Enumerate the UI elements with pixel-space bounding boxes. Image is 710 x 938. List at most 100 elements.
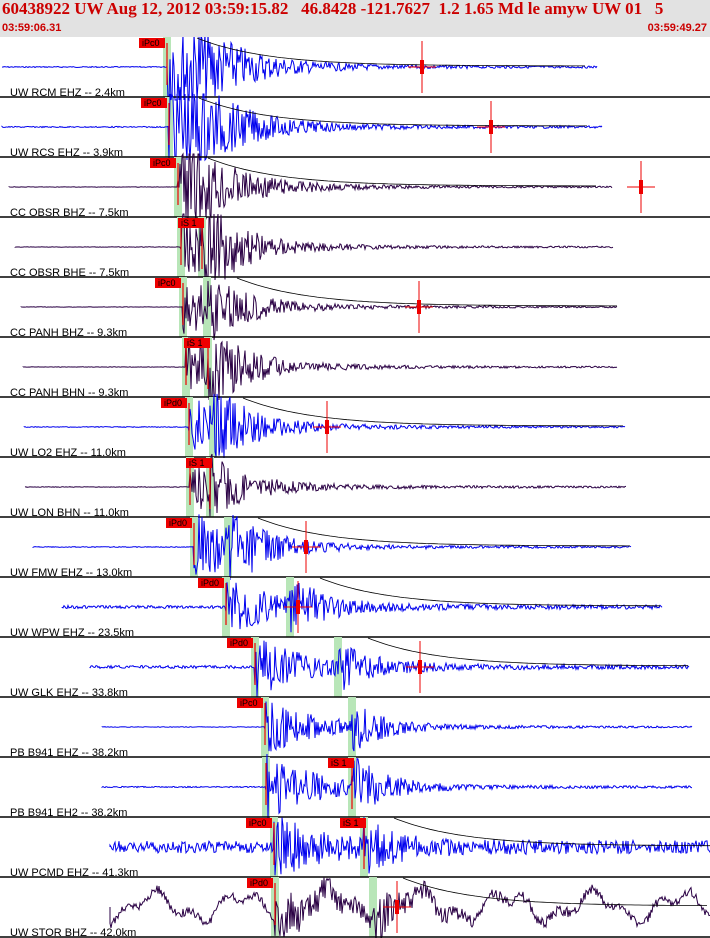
trace-row: iS 1 CC PANH BHN -- 9.3km [0, 336, 710, 402]
p-pick-label: iPd0 [201, 578, 219, 588]
trace-row: iPd0 UW GLK EHZ -- 33.8km [0, 637, 710, 699]
trace-row: iPd0 UW WPW EHZ -- 23.5km [0, 577, 710, 639]
s-window [209, 397, 217, 457]
p-pick-tag [237, 698, 263, 708]
p-pick-tag [141, 98, 167, 108]
station-label: UW RCM EHZ -- 2.4km [10, 87, 125, 99]
coda-marker-box [639, 180, 643, 194]
p-pick-label: iPd0 [164, 398, 182, 408]
p-pick-tag [247, 878, 273, 888]
coda-curve [196, 37, 585, 67]
p-pick-tag [246, 818, 272, 828]
station-label: UW FMW EHZ -- 13.0km [10, 567, 132, 579]
waveform [32, 514, 632, 581]
p-pick-label: iPc0 [249, 818, 267, 828]
coda-curve [207, 157, 596, 187]
coda-marker-box [325, 420, 329, 434]
s-window [224, 517, 232, 577]
p-pick-label: iPc0 [142, 38, 160, 48]
waveform [109, 877, 710, 938]
p-pick-label: iPc0 [153, 158, 171, 168]
p-pick-tag [198, 578, 224, 588]
s-pick-tag [186, 458, 212, 468]
s-pick-tag [178, 218, 204, 228]
p-pick-label: iPc0 [158, 278, 176, 288]
coda-curve [236, 277, 617, 307]
coda-marker-box [304, 540, 308, 554]
trace-row: iPc0 UW RCS EHZ -- 3.9km [0, 93, 710, 162]
coda-curve [198, 97, 587, 127]
station-label: CC PANH BHZ -- 9.3km [10, 327, 127, 339]
waveform [89, 640, 690, 698]
p-pick-tag [161, 398, 187, 408]
trace-row: iPd0 UW FMW EHZ -- 13.0km [0, 514, 710, 581]
s-pick-label: iS 1 [343, 818, 359, 828]
waveform [14, 213, 614, 281]
waveform [1, 37, 598, 102]
trace-row: iPd0 UW STOR BHZ -- 42.0km [0, 877, 710, 938]
station-label: PB B941 EH2 -- 38.2km [10, 807, 127, 819]
p-pick-tag [166, 518, 192, 528]
p-pick-tag [150, 158, 176, 168]
station-label: CC OBSR BHZ -- 7.5km [10, 207, 129, 219]
waveform [24, 453, 627, 517]
station-label: CC OBSR BHE -- 7.5km [10, 267, 129, 279]
coda-curve [393, 817, 710, 847]
trace-row: iPc0 PB B941 EHZ -- 38.2km [0, 697, 710, 759]
event-title: 60438922 UW Aug 12, 2012 03:59:15.82 46.… [2, 0, 664, 18]
station-label: UW PCMD EHZ -- 41.3km [10, 867, 138, 879]
p-pick-label: iPc0 [144, 98, 162, 108]
waveform [101, 753, 693, 821]
s-pick-label: iS 1 [189, 458, 205, 468]
station-label: UW WPW EHZ -- 23.5km [10, 627, 134, 639]
s-pick-tag [340, 818, 366, 828]
p-pick-label: iPc0 [240, 698, 258, 708]
p-pick-tag [139, 38, 165, 48]
station-label: CC PANH BHN -- 9.3km [10, 387, 128, 399]
p-pick-tag [155, 278, 181, 288]
event-header: 60438922 UW Aug 12, 2012 03:59:15.82 46.… [0, 0, 710, 37]
s-pick-label: iS 1 [331, 758, 347, 768]
start-time: 03:59:06.31 [2, 22, 62, 34]
station-label: UW LO2 EHZ -- 11.0km [10, 447, 126, 459]
s-pick-tag [328, 758, 354, 768]
coda-marker-box [296, 600, 300, 614]
waveform [22, 336, 618, 402]
trace-row: iS 1 UW LON BHN -- 11.0km [0, 453, 710, 519]
waveform [109, 816, 710, 876]
coda-marker-box [417, 300, 421, 314]
coda-curve [319, 577, 660, 607]
seismogram-panel: iPc0 UW RCM EHZ -- 2.4km iPc0 UW RCS EHZ --… [0, 37, 710, 938]
trace-row: iS 1 PB B941 EH2 -- 38.2km [0, 753, 710, 821]
coda-marker-box [420, 60, 424, 74]
trace-row: iPd0 UW LO2 EHZ -- 11.0km [0, 393, 710, 459]
p-pick-label: iPd0 [169, 518, 187, 528]
end-time: 03:59:49.27 [647, 22, 707, 34]
trace-row: iPc0 CC OBSR BHZ -- 7.5km [0, 152, 710, 221]
p-pick-label: iPd0 [230, 638, 248, 648]
s-pick-label: iS 1 [187, 338, 203, 348]
coda-curve [242, 397, 623, 427]
s-window [369, 877, 377, 937]
coda-marker-box [489, 120, 493, 134]
trace-row: iS 1 CC OBSR BHE -- 7.5km [0, 213, 710, 281]
p-pick-label: iPd0 [250, 878, 268, 888]
coda-curve [367, 637, 688, 667]
coda-curve [257, 517, 630, 547]
p-pick-tag [227, 638, 253, 648]
station-label: UW GLK EHZ -- 33.8km [10, 687, 128, 699]
trace-row: iPc0 CC PANH BHZ -- 9.3km [0, 277, 710, 341]
waveform [8, 152, 613, 221]
trace-row: iPc0 UW RCM EHZ -- 2.4km [0, 37, 710, 102]
station-label: UW LON BHN -- 11.0km [10, 507, 129, 519]
waveform [101, 701, 693, 752]
trace-row: iPc0 iS 1 UW PCMD EHZ -- 41.3km [0, 816, 710, 879]
waveform [20, 280, 618, 341]
coda-marker-box [418, 660, 422, 674]
s-pick-label: iS 1 [181, 218, 197, 228]
station-label: PB B941 EHZ -- 38.2km [10, 747, 128, 759]
station-label: UW STOR BHZ -- 42.0km [10, 927, 136, 938]
s-pick-tag [184, 338, 210, 348]
coda-curve [402, 877, 707, 906]
waveform [61, 582, 663, 633]
